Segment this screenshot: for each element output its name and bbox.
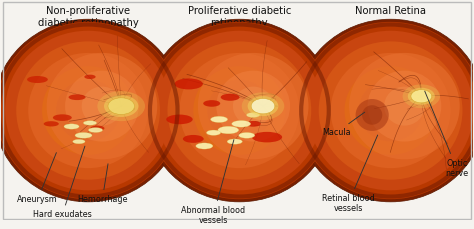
Ellipse shape: [251, 98, 275, 114]
Ellipse shape: [345, 66, 437, 155]
Ellipse shape: [104, 95, 138, 117]
Text: Retinal blood
vessels: Retinal blood vessels: [322, 135, 378, 213]
Ellipse shape: [221, 94, 239, 101]
Ellipse shape: [156, 31, 322, 190]
Ellipse shape: [42, 66, 134, 155]
Ellipse shape: [196, 143, 213, 149]
Ellipse shape: [210, 116, 228, 123]
Ellipse shape: [319, 41, 463, 180]
Ellipse shape: [203, 100, 220, 107]
Ellipse shape: [358, 79, 423, 142]
Ellipse shape: [69, 94, 86, 100]
Ellipse shape: [411, 90, 432, 103]
Ellipse shape: [193, 66, 285, 155]
Ellipse shape: [82, 87, 122, 125]
Ellipse shape: [5, 31, 171, 190]
Ellipse shape: [331, 53, 450, 168]
Ellipse shape: [296, 19, 474, 202]
Ellipse shape: [46, 53, 157, 159]
Ellipse shape: [207, 130, 221, 135]
Ellipse shape: [0, 19, 183, 202]
Ellipse shape: [198, 53, 309, 159]
Text: Optic
nerve: Optic nerve: [425, 91, 468, 178]
Ellipse shape: [246, 112, 260, 117]
Ellipse shape: [299, 22, 474, 199]
Ellipse shape: [183, 135, 204, 143]
Ellipse shape: [75, 133, 92, 138]
Ellipse shape: [408, 88, 435, 105]
Ellipse shape: [246, 121, 261, 127]
Ellipse shape: [108, 98, 135, 114]
Ellipse shape: [16, 41, 160, 180]
Ellipse shape: [28, 53, 148, 168]
Ellipse shape: [233, 87, 273, 125]
Ellipse shape: [83, 121, 97, 125]
Ellipse shape: [247, 96, 278, 116]
Ellipse shape: [84, 75, 96, 79]
Ellipse shape: [402, 85, 440, 108]
Text: Non-proliferative
diabetic retinopathy: Non-proliferative diabetic retinopathy: [38, 6, 138, 28]
Ellipse shape: [349, 53, 460, 159]
Ellipse shape: [147, 22, 331, 199]
Ellipse shape: [227, 139, 242, 144]
Text: Abnormal blood
vessels: Abnormal blood vessels: [182, 139, 246, 226]
Ellipse shape: [174, 79, 203, 89]
Ellipse shape: [308, 31, 474, 190]
Ellipse shape: [56, 79, 120, 142]
Ellipse shape: [207, 79, 272, 142]
Text: Normal Retina: Normal Retina: [355, 6, 426, 16]
Ellipse shape: [27, 76, 48, 83]
Ellipse shape: [65, 71, 139, 142]
Ellipse shape: [384, 87, 425, 125]
Ellipse shape: [232, 120, 251, 127]
Ellipse shape: [0, 22, 180, 199]
Ellipse shape: [90, 126, 104, 131]
Ellipse shape: [367, 71, 441, 142]
Ellipse shape: [89, 128, 102, 132]
Ellipse shape: [53, 114, 72, 121]
Ellipse shape: [252, 132, 282, 142]
Ellipse shape: [239, 133, 255, 138]
Text: Hemorrhage: Hemorrhage: [77, 164, 128, 204]
Text: Aneurysm: Aneurysm: [17, 153, 58, 204]
Ellipse shape: [167, 41, 311, 180]
Ellipse shape: [242, 92, 284, 120]
Ellipse shape: [356, 99, 389, 131]
Ellipse shape: [97, 91, 145, 121]
Ellipse shape: [180, 53, 299, 168]
Text: Proliferative diabetic
retinopathy: Proliferative diabetic retinopathy: [188, 6, 291, 28]
Ellipse shape: [145, 19, 334, 202]
Text: Hard exudates: Hard exudates: [33, 146, 91, 219]
Ellipse shape: [64, 124, 79, 129]
Ellipse shape: [216, 71, 290, 142]
Ellipse shape: [166, 114, 193, 124]
Text: Macula: Macula: [322, 112, 365, 137]
Ellipse shape: [218, 126, 239, 134]
Ellipse shape: [362, 105, 383, 125]
Ellipse shape: [73, 139, 85, 144]
Ellipse shape: [44, 121, 59, 126]
